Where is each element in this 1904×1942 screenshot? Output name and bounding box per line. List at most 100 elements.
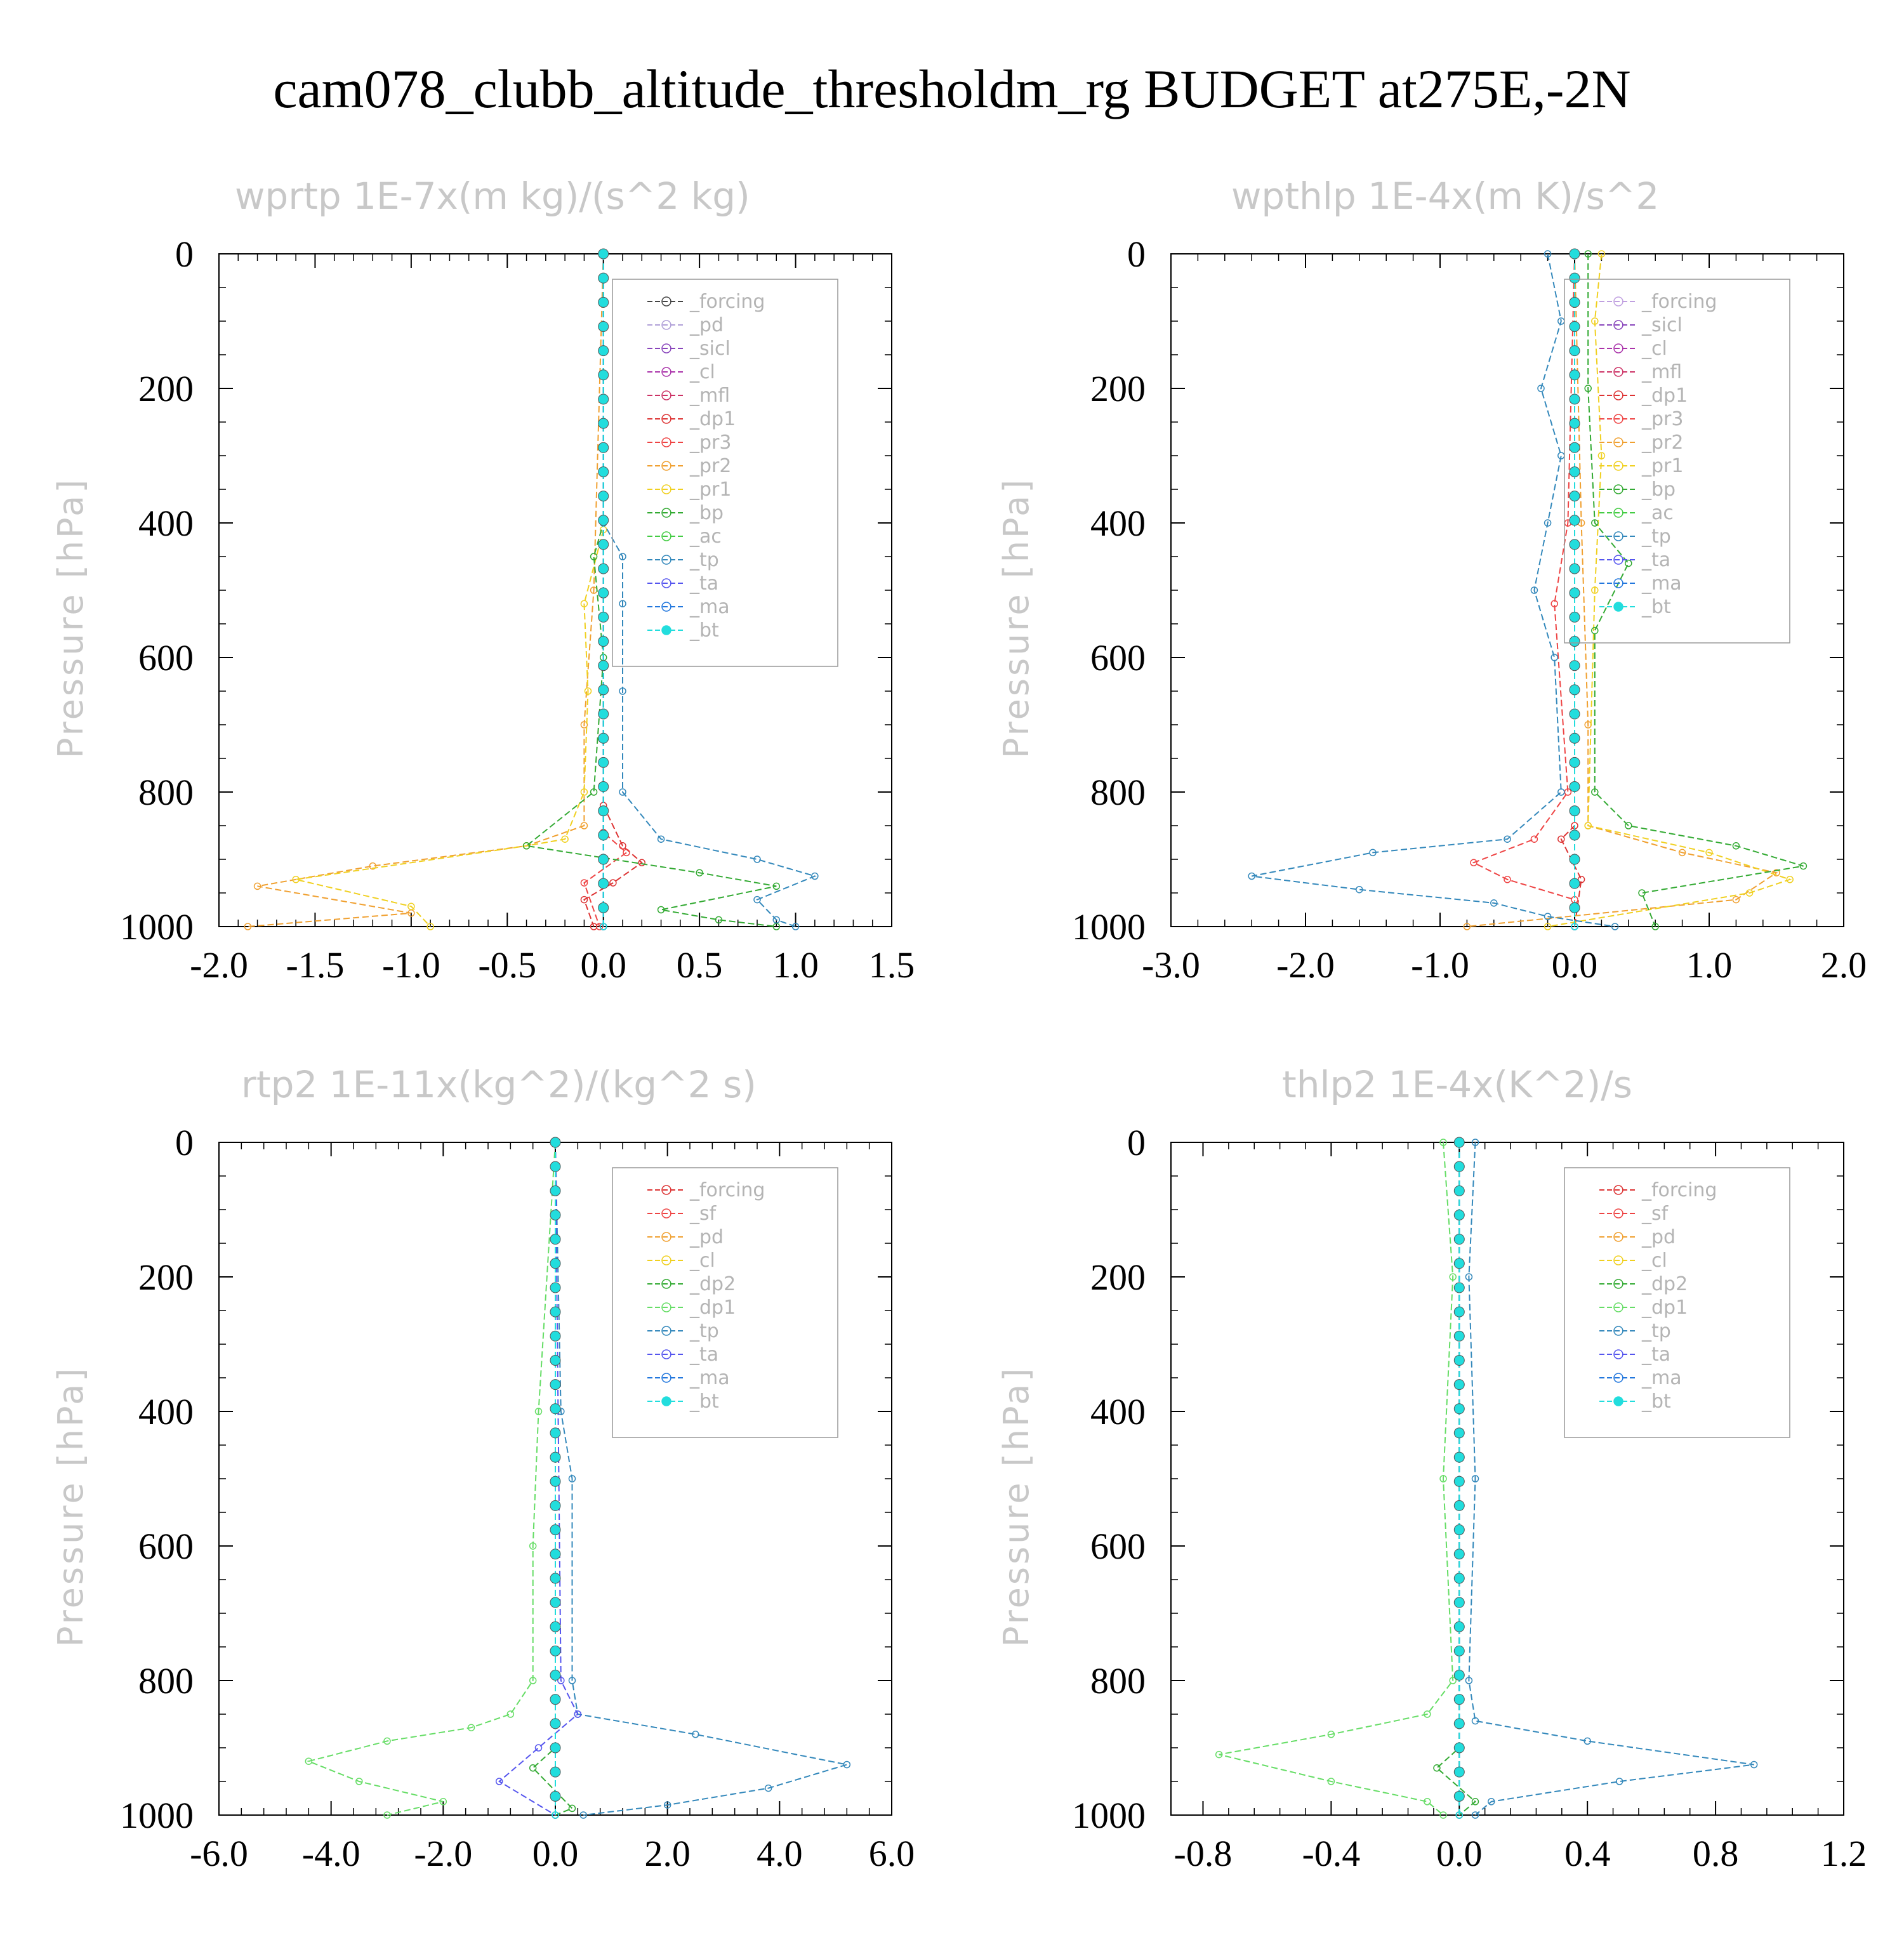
bt-marker — [1569, 636, 1580, 647]
y-tick-label: 200 — [1090, 368, 1146, 409]
legend-marker — [1613, 578, 1623, 588]
data-point — [369, 862, 377, 870]
legend-marker — [661, 296, 671, 307]
data-point — [657, 835, 665, 843]
legend-marker — [1613, 367, 1623, 377]
data-point — [1571, 923, 1578, 930]
bt-marker — [550, 1379, 561, 1390]
series-line-tp — [1252, 253, 1615, 927]
legend-marker — [661, 1326, 671, 1336]
data-point — [568, 1677, 576, 1684]
data-point — [1544, 519, 1552, 527]
data-point — [383, 1737, 391, 1745]
data-point — [534, 1744, 543, 1752]
data-point — [1248, 872, 1255, 880]
series-line-bp — [1587, 254, 1804, 927]
data-point — [580, 822, 588, 829]
plot-wpthlp: 0 200 400 600 800 1000-3.0 -2.0 -1.0 0.0 1.0 2.0 _f… — [1072, 234, 1867, 986]
legend-marker — [1613, 414, 1623, 424]
data-point — [244, 923, 252, 930]
legend-label: _ma — [689, 1367, 730, 1389]
data-point — [764, 1784, 772, 1792]
bt-marker — [598, 369, 609, 381]
bt-marker — [1569, 539, 1580, 550]
bt-marker — [1569, 296, 1580, 308]
bt-marker — [550, 1549, 561, 1560]
bt-marker — [1453, 1330, 1465, 1342]
data-point — [590, 923, 598, 930]
bt-marker — [1453, 1718, 1465, 1729]
y-tick-label: 1000 — [120, 906, 194, 948]
data-point — [1449, 1677, 1457, 1684]
bt-marker — [1569, 369, 1580, 381]
data-point — [574, 1710, 582, 1718]
legend-label: _ac — [1641, 502, 1674, 524]
x-tick-label: 0.5 — [677, 944, 723, 986]
data-point — [522, 842, 531, 850]
data-point — [1544, 923, 1552, 930]
bt-marker — [1453, 1524, 1465, 1536]
series-line-pr2 — [1467, 253, 1778, 927]
bt-marker — [1453, 1670, 1465, 1681]
bt-marker — [1453, 1597, 1465, 1608]
bt-marker — [1569, 248, 1580, 260]
legend-label: _pr1 — [1641, 455, 1683, 477]
x-tick-label: -2.0 — [190, 944, 248, 986]
bt-marker — [1453, 1306, 1465, 1318]
y-tick-label: 400 — [138, 503, 194, 544]
data-point — [1544, 250, 1552, 258]
bt-marker — [598, 878, 609, 889]
bt-marker — [598, 854, 609, 865]
x-tick-label: 4.0 — [757, 1833, 803, 1874]
data-point — [696, 869, 703, 876]
x-tick-label: 2.0 — [644, 1833, 691, 1874]
data-point — [1463, 923, 1471, 930]
bt-marker — [1453, 1209, 1465, 1220]
data-point — [619, 553, 626, 560]
data-point — [534, 1408, 543, 1415]
series-line-dp1 — [1219, 1142, 1454, 1816]
data-point — [1786, 876, 1794, 883]
bt-marker — [1453, 1790, 1465, 1802]
plot-thlp2: 0 200 400 600 800 1000 -0.8 -0.4 0.0 0.4 0.8 1.2 _fo… — [1072, 1122, 1867, 1874]
data-point — [439, 1798, 447, 1806]
data-point — [1530, 586, 1538, 594]
y-tick-label: 0 — [1127, 234, 1146, 275]
bt-marker — [1453, 1137, 1465, 1148]
bt-marker — [598, 660, 609, 671]
bt-marker — [1569, 466, 1580, 477]
legend-marker — [661, 1279, 671, 1289]
data-point — [1455, 1811, 1464, 1819]
data-point — [638, 859, 646, 867]
x-tick-label: 6.0 — [869, 1833, 915, 1874]
series-line-tp — [555, 1142, 847, 1816]
legend-marker — [661, 1232, 671, 1242]
legend-label: _mfl — [689, 385, 730, 407]
data-point — [580, 879, 588, 887]
data-point — [1615, 1778, 1623, 1785]
data-point — [1638, 889, 1646, 897]
legend-label: _ta — [1641, 1344, 1670, 1366]
data-point — [1544, 913, 1552, 920]
data-point — [580, 788, 588, 796]
legend-label: _bt — [689, 1390, 719, 1413]
bt-marker — [550, 1234, 561, 1245]
bt-marker — [1453, 1258, 1465, 1269]
bt-marker — [1453, 1742, 1465, 1754]
y-tick-label: 600 — [138, 1526, 194, 1567]
data-point — [1625, 822, 1632, 829]
legend-label: _ma — [1641, 1367, 1682, 1389]
data-point — [619, 600, 626, 607]
bt-marker — [550, 1185, 561, 1196]
bt-marker — [1453, 1694, 1465, 1705]
bt-marker — [550, 1403, 561, 1415]
legend-marker — [661, 625, 671, 635]
data-point — [529, 1764, 537, 1772]
bt-marker — [550, 1209, 561, 1220]
legend-marker — [661, 578, 671, 588]
legend-marker — [1613, 1373, 1623, 1383]
legend-marker — [661, 437, 671, 447]
data-point — [1424, 1710, 1431, 1718]
bt-marker — [1453, 1573, 1465, 1584]
legend-marker — [661, 508, 671, 518]
